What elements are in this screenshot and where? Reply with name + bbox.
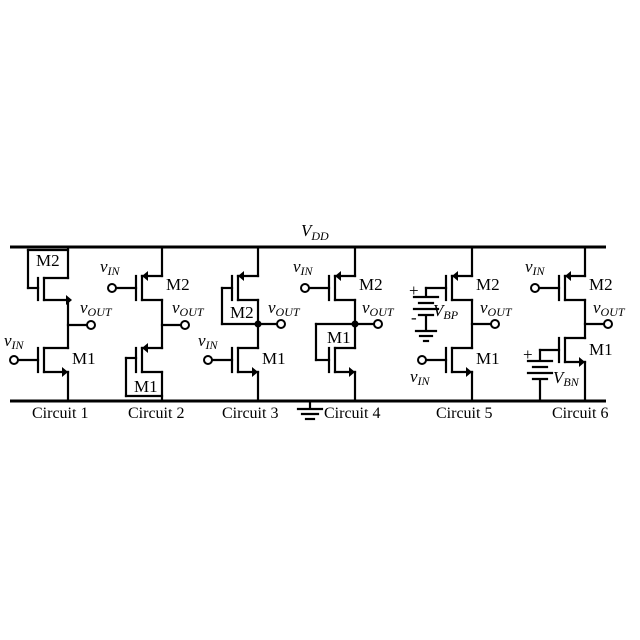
circuit-5-input-terminal [417, 355, 427, 365]
circuit-2-input-terminal [107, 283, 117, 293]
circuit-2: M2 M1 vOUT vIN Circuit 2 [100, 245, 205, 422]
circuit-5-m2-label: M2 [476, 275, 500, 294]
circuit-4-m2-label: M2 [359, 275, 383, 294]
circuit-5-m1-label: M1 [476, 349, 500, 368]
circuit-5-vin-label: vIN [410, 367, 431, 388]
circuit-2-vin-label: vIN [100, 257, 121, 278]
circuit-3-vout-label: vOUT [268, 298, 301, 319]
circuit-6-bias-battery [526, 348, 554, 403]
circuit-4-vout-label: vOUT [362, 298, 395, 319]
circuit-6-vout-label: vOUT [593, 298, 626, 319]
circuit-5-vout-label: vOUT [480, 298, 513, 319]
circuit-2-output-terminal [180, 320, 190, 330]
circuit-1-vout-label: vOUT [80, 298, 113, 319]
circuit-5-battery-minus: - [411, 308, 417, 327]
circuit-1-output-terminal [86, 320, 96, 330]
circuit-1-vin-label: vIN [4, 331, 25, 352]
circuit-2-m1-label: M1 [134, 377, 158, 396]
circuit-6-vin-label: vIN [525, 257, 546, 278]
circuit-3-input-terminal [203, 355, 213, 365]
circuit-1-input-terminal [9, 355, 19, 365]
circuit-6-battery-plus: + [523, 345, 533, 364]
circuit-6-m1-label: M1 [589, 340, 613, 359]
circuit-1-m2-label: M2 [36, 251, 60, 270]
circuit-6: + M2 M1 vOUT VBN vIN Circuit 6 [523, 245, 626, 422]
circuit-3: M2 M1 vOUT vIN Circuit 3 [198, 245, 301, 422]
circuit-3-caption: Circuit 3 [222, 405, 278, 422]
circuit-3-vin-label: vIN [198, 331, 219, 352]
circuit-4-output-terminal [373, 319, 383, 329]
circuit-4-caption: Circuit 4 [324, 405, 380, 422]
circuit-2-vout-label: vOUT [172, 298, 205, 319]
circuit-5-bias-battery [412, 286, 440, 343]
circuit-5-caption: Circuit 5 [436, 405, 492, 422]
circuit-6-input-terminal [530, 283, 540, 293]
circuit-5-battery-plus: + [409, 281, 419, 300]
circuit-3-m2-label: M2 [230, 303, 254, 322]
circuit-2-caption: Circuit 2 [128, 405, 184, 422]
circuit-4-input-terminal [300, 283, 310, 293]
circuit-1-m1-label: M1 [72, 349, 96, 368]
circuit-2-m2-label: M2 [166, 275, 190, 294]
circuit-6-output-terminal [603, 319, 613, 329]
vdd-label: VDD [301, 221, 329, 243]
circuit-1: M2 M1 vOUT vIN Circuit 1 [4, 245, 113, 422]
circuit-6-caption: Circuit 6 [552, 405, 608, 422]
circuit-4: M2 M1 vOUT vIN Circuit 4 [293, 245, 395, 422]
circuit-5: + - M2 M1 vOUT VBP vIN Circuit 5 [409, 245, 513, 422]
circuit-4-m1-label: M1 [327, 328, 351, 347]
circuit-6-m2-label: M2 [589, 275, 613, 294]
circuit-4-vin-label: vIN [293, 257, 314, 278]
circuit-1-caption: Circuit 1 [32, 405, 88, 422]
circuit-3-output-terminal [276, 319, 286, 329]
ground-symbol [296, 399, 324, 421]
circuit-5-output-terminal [490, 319, 500, 329]
circuit-5-vbp-label: VBP [433, 301, 459, 322]
circuit-3-m1-label: M1 [262, 349, 286, 368]
circuit-6-vbn-label: VBN [553, 368, 580, 389]
